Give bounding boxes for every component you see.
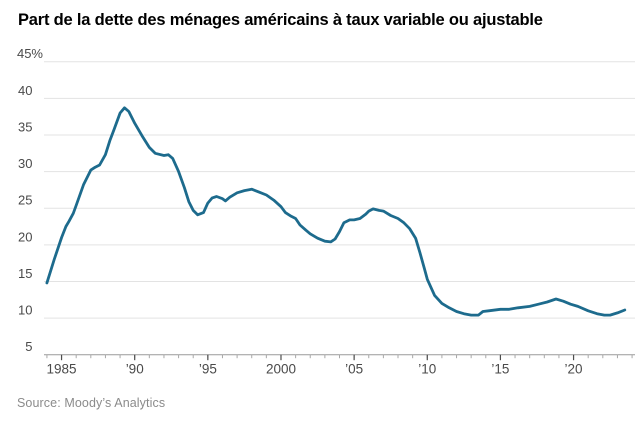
y-axis-label: 45% bbox=[17, 46, 43, 61]
y-axis-label: 15 bbox=[18, 266, 32, 281]
y-axis-label: 30 bbox=[18, 156, 32, 171]
y-axis-label: 20 bbox=[18, 229, 32, 244]
x-axis-label: ’90 bbox=[126, 362, 144, 377]
chart-title: Part de la dette des ménages américains … bbox=[18, 11, 543, 29]
x-axis-label: 2000 bbox=[266, 362, 296, 377]
x-axis-label: ’95 bbox=[199, 362, 217, 377]
x-axis-label: ’15 bbox=[491, 362, 509, 377]
x-axis-label: 1985 bbox=[47, 362, 77, 377]
y-axis-label: 5 bbox=[25, 339, 32, 354]
y-axis-label: 35 bbox=[18, 119, 32, 134]
y-axis-label: 40 bbox=[18, 83, 32, 98]
x-axis-label: ’20 bbox=[565, 362, 583, 377]
y-axis-label: 10 bbox=[18, 303, 32, 318]
source-note: Source: Moody’s Analytics bbox=[17, 396, 166, 410]
y-axis-label: 25 bbox=[18, 193, 32, 208]
data-series-line bbox=[45, 106, 627, 317]
x-axis-label: ’05 bbox=[345, 362, 363, 377]
x-axis-label: ’10 bbox=[418, 362, 436, 377]
